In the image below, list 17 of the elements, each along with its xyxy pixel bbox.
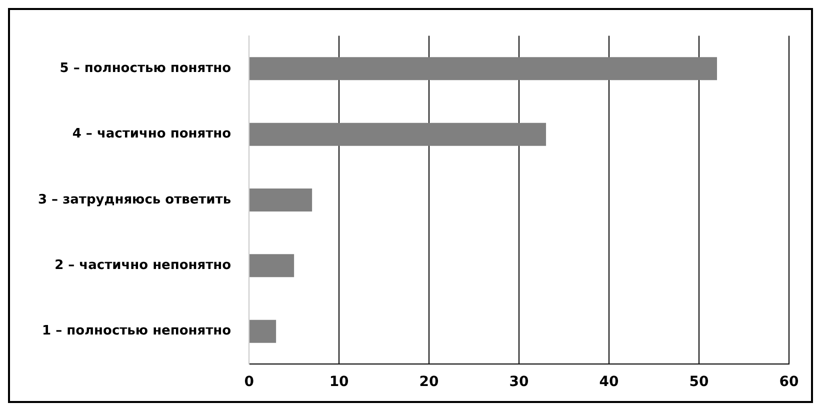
bar [250, 188, 312, 212]
x-tick-label: 10 [329, 374, 350, 390]
x-tick-label: 30 [509, 374, 530, 390]
x-tick-label: 20 [419, 374, 440, 390]
x-tick-label: 40 [599, 374, 620, 390]
x-tick-label: 60 [779, 374, 799, 390]
y-tick-label: 1 – полностью непонятно [42, 324, 232, 339]
bar [250, 57, 718, 80]
x-tick-label: 50 [689, 374, 710, 390]
bar [250, 122, 546, 146]
y-tick-label: 2 – частично непонятно [54, 258, 232, 274]
y-tick-label: 5 – полностью понятно [60, 61, 232, 76]
bar [250, 254, 294, 278]
y-tick-label: 3 – затрудняюсь ответить [38, 192, 232, 208]
bar [250, 320, 276, 343]
y-tick-label: 4 – частично понятно [72, 126, 232, 142]
x-tick-label: 0 [244, 374, 254, 390]
